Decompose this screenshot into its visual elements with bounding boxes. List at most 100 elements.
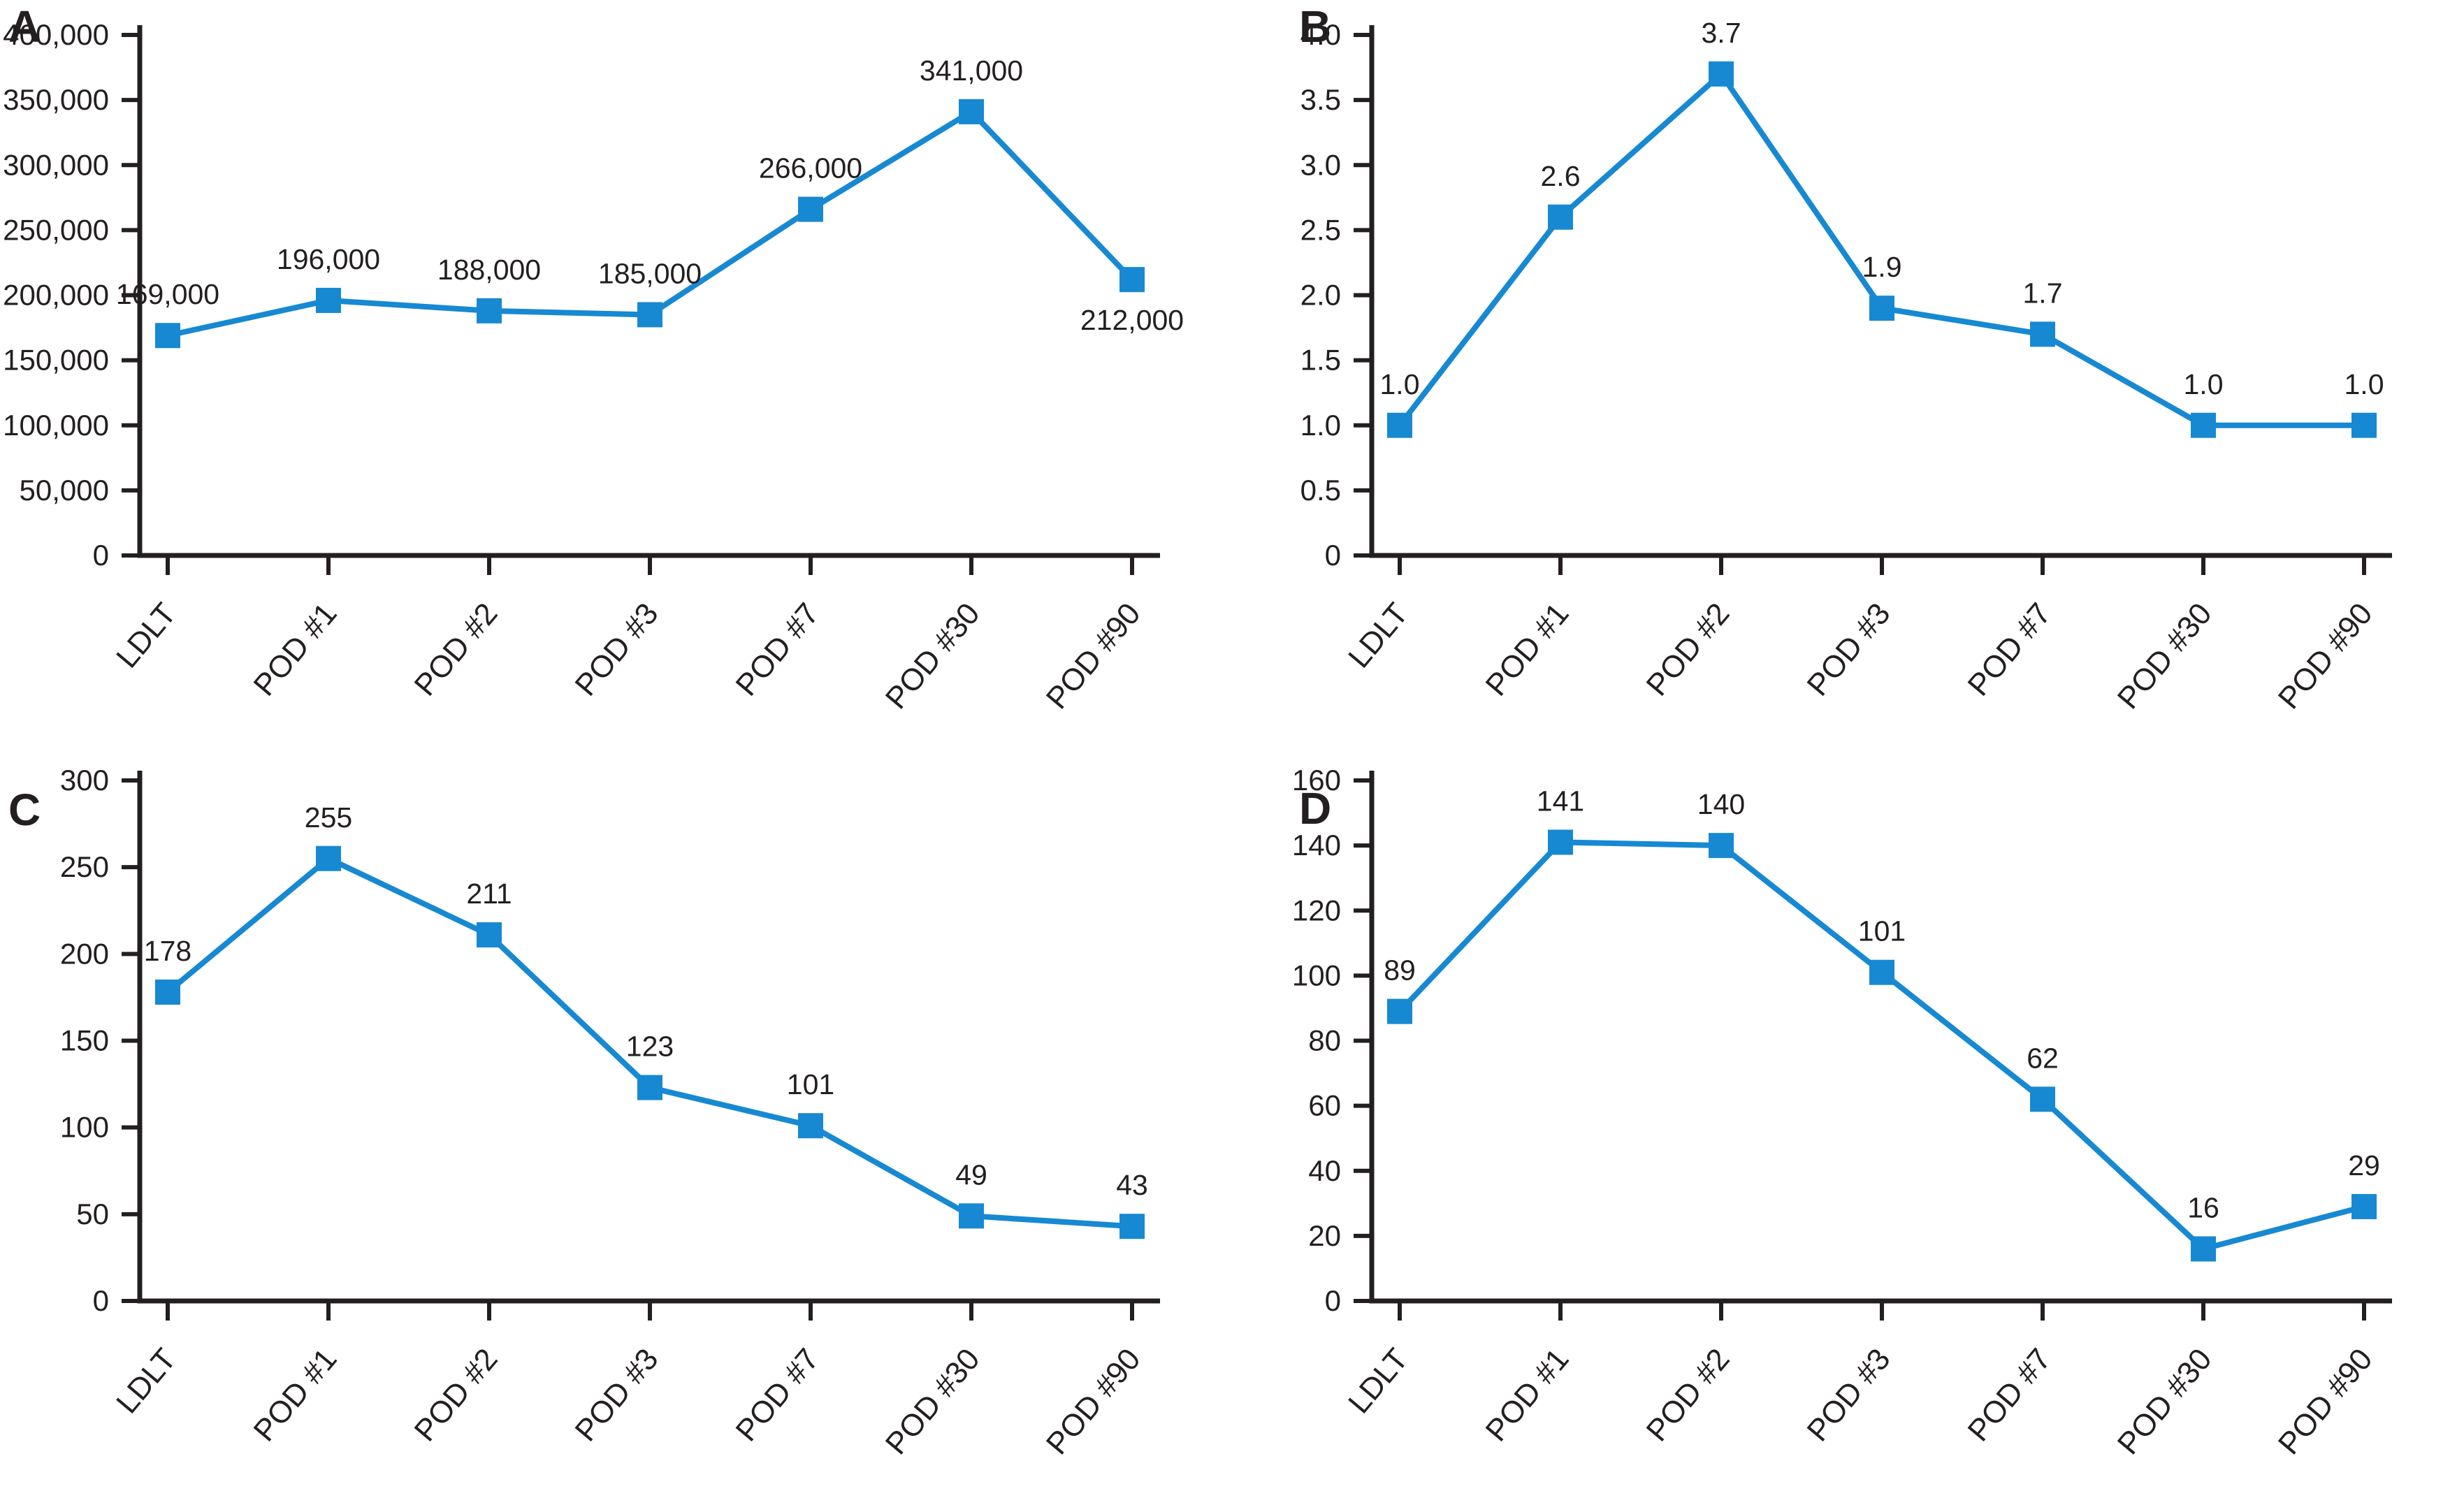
y-tick-label: 3.5 [1300,83,1341,116]
data-point-marker [1387,998,1412,1024]
panel-a: A 0 50,000 100,000 150,000 200,000 250,000 300… [0,0,1232,746]
data-point-label: 89 [1384,954,1416,987]
panel-letter: A [8,1,41,52]
panel-d: D 0 20 40 60 80 100 120 140 160 LDLT POD #1 POD #2 P… [1232,746,2464,1491]
x-tick-label: POD #90 [1040,1342,1147,1461]
data-point-label: 3.7 [1702,17,1741,49]
panel-letter: D [1299,783,1332,834]
y-tick-label: 50 [76,1198,109,1230]
data-point-label: 1.0 [2184,368,2224,400]
data-point-label: 2.6 [1541,160,1581,192]
y-tick-label: 4.0 [1300,18,1341,51]
data-point-marker [1709,61,1734,87]
data-point-marker [1548,829,1573,855]
y-tick-label: 300 [60,764,109,797]
data-point-marker [2030,1086,2055,1112]
data-point-marker [477,298,502,323]
data-point-marker [2191,1236,2216,1262]
y-tick-label: 350,000 [3,83,109,116]
y-tick-label: 0.5 [1300,474,1341,507]
x-tick-label: POD #1 [247,597,344,702]
x-tick-label: POD #7 [1962,1342,2058,1448]
data-line [167,108,1134,339]
data-point-label: 196,000 [277,243,380,275]
x-tick-label: POD #2 [408,597,505,702]
y-tick-label: 150,000 [3,344,109,377]
data-point-marker [477,922,502,948]
y-tick-label: 0 [93,539,109,572]
x-tick-label: LDLT [110,1342,183,1420]
data-point-label: 211 [466,878,512,910]
data-point-marker [1387,412,1412,438]
data-point-label: 1.0 [1380,368,1420,400]
panel-letter: C [8,785,41,835]
y-tick-label: 50,000 [20,474,109,507]
y-tick-label: 20 [1308,1219,1341,1252]
data-point-marker [959,1203,984,1229]
y-tick-label: 0 [1325,1284,1341,1317]
panel-b: B 0 0.5 1.0 1.5 2.0 2.5 3.0 3.5 4.0 LDLT POD #1 POD… [1232,0,2464,746]
data-point-marker [2030,321,2055,347]
y-tick-label: 160 [1292,764,1341,797]
y-tick-label: 140 [1292,829,1341,861]
x-tick-label: POD #3 [569,597,665,702]
chart-c: 0 50 100 150 200 250 300 LDLT POD #1 POD #2 POD #3… [60,764,1160,1461]
data-point-label: 62 [2027,1042,2059,1074]
chart-a: 0 50,000 100,000 150,000 200,000 250,000 300,0… [3,18,1184,715]
data-point-label: 16 [2187,1192,2219,1224]
x-tick-label: POD #1 [1479,1342,1576,1448]
data-point-marker [1709,833,1734,859]
x-tick-label: POD #30 [879,1342,987,1461]
data-point-marker [2351,412,2377,438]
data-point-label: 1.0 [2345,368,2384,400]
x-tick-label: POD #30 [879,597,987,715]
y-tick-label: 250,000 [3,213,109,246]
data-point-marker [1119,267,1145,293]
x-tick-label: POD #3 [569,1342,665,1448]
y-tick-label: 1.5 [1300,344,1341,377]
data-point-label: 140 [1697,788,1745,820]
x-tick-label: POD #7 [730,597,826,702]
x-tick-label: LDLT [1342,597,1415,674]
x-tick-label: LDLT [1342,1342,1415,1420]
data-point-label: 1.7 [2023,277,2063,309]
data-point-label: 185,000 [598,257,702,289]
data-point-label: 29 [2348,1149,2380,1181]
x-tick-label: POD #2 [1640,1342,1737,1448]
data-point-label: 212,000 [1080,304,1184,336]
data-point-marker [637,1075,662,1100]
x-tick-label: POD #3 [1801,597,1897,702]
x-tick-label: POD #90 [2272,597,2379,715]
data-point-label: 188,000 [437,254,541,286]
x-tick-label: POD #1 [1479,597,1576,702]
data-point-label: 255 [305,801,352,834]
y-tick-label: 0 [93,1284,109,1317]
data-point-marker [798,196,823,222]
data-point-label: 141 [1537,785,1584,817]
y-tick-label: 250 [60,850,109,883]
data-point-marker [959,99,984,124]
y-tick-label: 60 [1308,1089,1341,1122]
data-point-marker [316,845,341,871]
data-point-label: 43 [1116,1169,1148,1201]
data-point-label: 49 [955,1158,987,1191]
y-tick-label: 0 [1325,539,1341,572]
data-point-marker [155,323,180,349]
y-tick-label: 100 [60,1111,109,1144]
data-point-marker [1869,959,1894,985]
data-point-marker [637,302,662,328]
y-tick-label: 200 [60,937,109,970]
data-point-marker [2351,1193,2377,1219]
panel-letter: B [1299,1,1332,52]
data-point-marker [1869,296,1894,321]
chart-d: 0 20 40 60 80 100 120 140 160 LDLT POD #1 POD #2 POD… [1292,764,2392,1461]
y-tick-label: 100,000 [3,409,109,442]
x-tick-label: POD #1 [247,1342,344,1448]
data-point-label: 178 [144,935,191,967]
x-tick-label: POD #7 [730,1342,826,1448]
data-point-label: 341,000 [920,54,1023,87]
y-tick-label: 3.0 [1300,148,1341,181]
data-point-marker [155,979,180,1005]
x-tick-label: LDLT [110,597,183,674]
data-point-label: 1.9 [1862,251,1902,283]
